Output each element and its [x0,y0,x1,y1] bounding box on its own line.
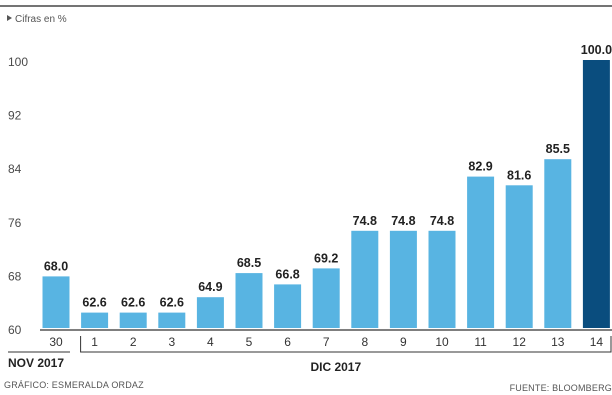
chart-credit: GRÁFICO: ESMERALDA ORDAZ [4,380,144,390]
x-tick-label: 12 [513,335,527,349]
bar-value-label: 81.6 [507,168,531,182]
x-tick-label: 8 [361,335,368,349]
x-tick-label: 30 [49,335,63,349]
bar-value-label: 66.8 [275,267,299,281]
bar-value-label: 74.8 [430,214,454,228]
unit-label: Cifras en % [15,14,67,25]
bar [235,273,263,328]
x-tick-label: 9 [400,335,407,349]
bar-value-label: 74.8 [391,214,415,228]
bar [119,312,147,328]
bar-value-label: 68.5 [237,256,261,270]
bar-value-label: 64.9 [198,280,222,294]
bar-value-label: 74.8 [353,214,377,228]
x-axis-ticks: 30 1 2 3 4 5 6 7 8 9 10 11 12 13 14 [49,335,603,349]
data-labels-group: 68.0 62.6 62.6 62.6 64.9 68.5 66.8 69.2 74.8 74.8… [44,43,612,310]
bar [81,312,109,328]
x-tick-label: 14 [590,335,604,349]
x-tick-label: 3 [168,335,175,349]
x-tick-label: 1 [91,335,98,349]
bar [428,230,456,328]
x-tick-label: 6 [284,335,291,349]
x-tick-label: 11 [474,335,487,349]
bar-value-label: 82.9 [468,160,492,174]
bar [389,230,417,328]
bar-value-label: 62.6 [121,296,145,310]
bar [351,230,379,328]
bar-value-label: 68.0 [44,259,68,273]
bar [158,312,186,328]
y-tick-label: 60 [8,323,22,337]
bar-value-label: 62.6 [160,296,184,310]
x-tick-label: 5 [246,335,253,349]
y-tick-label: 100 [8,55,28,69]
x-tick-label: 13 [551,335,565,349]
bar [544,159,572,328]
y-axis-ticks: 60 68 76 84 92 100 [8,55,28,337]
unit-marker-icon [7,15,12,21]
chart-source: FUENTE: BLOOMBERG [510,383,612,393]
bar-value-label: 62.6 [82,296,106,310]
bar-value-label: 69.2 [314,251,338,265]
bars-group [42,60,610,328]
bar [196,297,224,328]
y-tick-label: 84 [8,162,22,176]
y-tick-label: 92 [8,109,22,123]
bar-value-label: 100.0 [581,43,612,57]
x-tick-label: 4 [207,335,214,349]
month-group-label: DIC 2017 [310,360,361,374]
y-tick-label: 76 [8,216,22,230]
bar [582,60,610,328]
bar [505,185,533,328]
bar [42,276,70,328]
x-tick-label: 2 [130,335,137,349]
month-group-bracket [80,336,612,353]
x-tick-label: 10 [435,335,449,349]
y-tick-label: 68 [8,269,22,283]
month-groups: NOV 2017 DIC 2017 [8,336,612,374]
month-group-label: NOV 2017 [8,356,64,370]
x-tick-label: 7 [323,335,330,349]
bar [467,176,495,328]
bar [312,268,340,328]
bar-value-label: 85.5 [546,142,570,156]
bar [274,284,302,328]
